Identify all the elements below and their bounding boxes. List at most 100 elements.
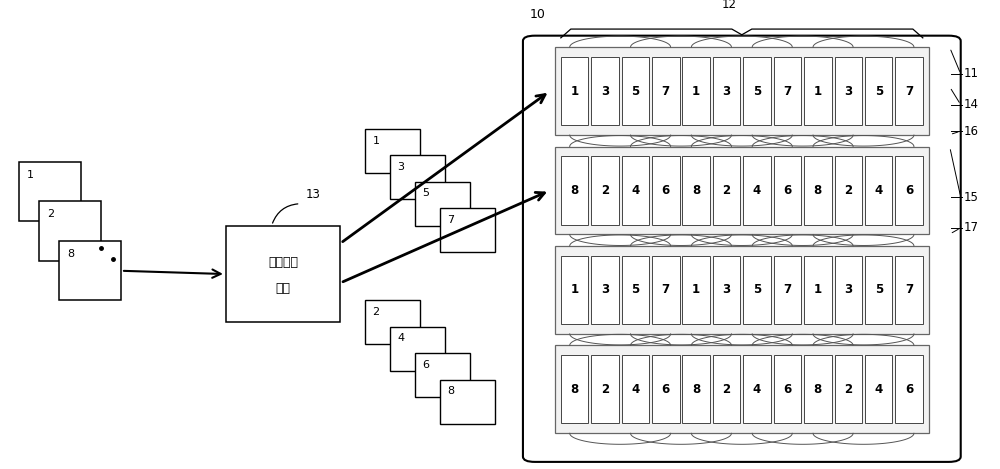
Text: 8: 8 xyxy=(814,184,822,197)
Text: 8: 8 xyxy=(814,383,822,396)
Bar xyxy=(865,355,892,424)
Bar xyxy=(365,129,420,173)
Bar xyxy=(682,57,710,125)
Bar xyxy=(743,156,771,225)
Bar xyxy=(555,345,929,433)
Bar xyxy=(743,57,771,125)
Bar xyxy=(865,57,892,125)
Bar xyxy=(622,156,649,225)
Text: 4: 4 xyxy=(753,184,761,197)
Bar xyxy=(440,208,495,252)
Bar xyxy=(555,47,929,135)
Bar xyxy=(561,57,588,125)
Text: 3: 3 xyxy=(844,283,852,296)
Text: 8: 8 xyxy=(447,386,454,396)
Bar xyxy=(591,256,619,324)
Text: 1: 1 xyxy=(692,283,700,296)
Text: 7: 7 xyxy=(783,84,792,98)
Text: 7: 7 xyxy=(905,84,913,98)
Bar xyxy=(743,355,771,424)
Bar xyxy=(415,353,470,397)
Text: 5: 5 xyxy=(631,84,639,98)
Bar xyxy=(774,57,801,125)
Bar xyxy=(365,301,420,344)
Text: 1: 1 xyxy=(570,84,579,98)
Text: 2: 2 xyxy=(601,383,609,396)
Text: 12: 12 xyxy=(722,0,737,11)
Text: 1: 1 xyxy=(27,170,34,180)
Bar xyxy=(895,256,923,324)
Text: 5: 5 xyxy=(753,84,761,98)
Bar xyxy=(835,156,862,225)
Text: 6: 6 xyxy=(783,184,792,197)
Text: 16: 16 xyxy=(964,125,979,137)
Text: 5: 5 xyxy=(875,283,883,296)
Text: 4: 4 xyxy=(397,333,404,343)
Text: 4: 4 xyxy=(753,383,761,396)
Text: 2: 2 xyxy=(723,383,731,396)
Text: 6: 6 xyxy=(422,360,429,370)
Bar xyxy=(713,355,740,424)
Bar xyxy=(652,156,680,225)
Text: 1: 1 xyxy=(814,283,822,296)
Text: 7: 7 xyxy=(662,283,670,296)
Text: 6: 6 xyxy=(905,184,913,197)
Bar xyxy=(561,355,588,424)
Bar xyxy=(743,256,771,324)
Bar xyxy=(591,156,619,225)
Bar xyxy=(440,379,495,424)
Text: 3: 3 xyxy=(397,162,404,172)
Bar xyxy=(555,246,929,334)
Bar xyxy=(865,256,892,324)
Bar xyxy=(713,256,740,324)
Text: 2: 2 xyxy=(844,383,852,396)
Bar xyxy=(652,57,680,125)
Bar xyxy=(865,156,892,225)
Text: 5: 5 xyxy=(753,283,761,296)
Text: 13: 13 xyxy=(306,189,320,201)
Text: 显示控制: 显示控制 xyxy=(268,256,298,269)
Text: 5: 5 xyxy=(631,283,639,296)
Text: 3: 3 xyxy=(601,84,609,98)
Bar xyxy=(652,355,680,424)
Text: 8: 8 xyxy=(570,184,579,197)
Text: 3: 3 xyxy=(723,283,731,296)
Text: 4: 4 xyxy=(875,184,883,197)
Text: 6: 6 xyxy=(662,184,670,197)
Text: 4: 4 xyxy=(631,184,639,197)
Bar xyxy=(561,256,588,324)
Text: 7: 7 xyxy=(662,84,670,98)
Text: 7: 7 xyxy=(783,283,792,296)
Text: 2: 2 xyxy=(844,184,852,197)
Bar xyxy=(591,355,619,424)
Bar xyxy=(835,256,862,324)
Text: 17: 17 xyxy=(964,221,979,234)
Text: 1: 1 xyxy=(692,84,700,98)
Bar xyxy=(713,156,740,225)
Text: 10: 10 xyxy=(530,8,546,21)
Bar xyxy=(591,57,619,125)
Bar xyxy=(895,57,923,125)
Text: 7: 7 xyxy=(905,283,913,296)
Bar xyxy=(555,146,929,234)
Text: 4: 4 xyxy=(875,383,883,396)
Bar xyxy=(682,156,710,225)
Text: 1: 1 xyxy=(372,136,379,145)
Text: 5: 5 xyxy=(875,84,883,98)
Bar xyxy=(804,156,832,225)
Bar xyxy=(622,57,649,125)
Text: 14: 14 xyxy=(964,98,979,111)
Text: 2: 2 xyxy=(601,184,609,197)
Bar xyxy=(895,156,923,225)
Text: 3: 3 xyxy=(601,283,609,296)
Text: 2: 2 xyxy=(723,184,731,197)
Bar xyxy=(774,256,801,324)
Text: 8: 8 xyxy=(692,184,700,197)
Bar xyxy=(682,355,710,424)
Text: 8: 8 xyxy=(67,249,74,259)
Text: 3: 3 xyxy=(723,84,731,98)
Bar xyxy=(895,355,923,424)
Bar xyxy=(561,156,588,225)
Bar xyxy=(39,202,101,261)
Bar xyxy=(835,355,862,424)
